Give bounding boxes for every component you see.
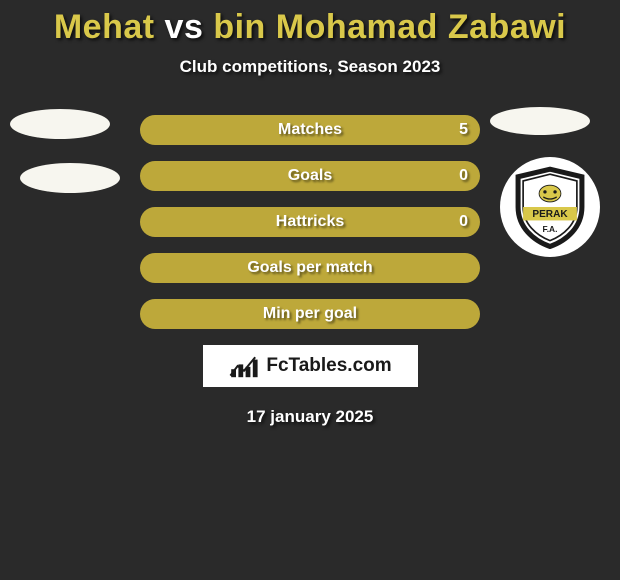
stat-bar: Goals per match [140, 253, 480, 283]
stat-bar: Hattricks 0 [140, 207, 480, 237]
date-text: 17 january 2025 [0, 407, 620, 427]
right-club-crest: PERAK F.A. [500, 157, 600, 257]
stat-bar-label: Matches [278, 121, 342, 139]
left-player-badge-1 [10, 109, 110, 139]
subtitle: Club competitions, Season 2023 [0, 57, 620, 77]
stat-bar-label: Goals per match [247, 259, 372, 277]
stat-bar-label: Goals [288, 167, 332, 185]
player2-name: bin Mohamad Zabawi [213, 8, 566, 46]
stats-area: PERAK F.A. Matches5Goals0Hattricks0Goals… [0, 115, 620, 329]
stat-bar-value-right: 5 [459, 121, 468, 139]
stat-bar: Min per goal [140, 299, 480, 329]
fctables-logo[interactable]: FcTables.com [203, 345, 418, 387]
stat-bar-label: Hattricks [276, 213, 344, 231]
crest-sublabel: F.A. [543, 224, 558, 234]
stat-bar-label: Min per goal [263, 305, 357, 323]
player1-name: Mehat [54, 8, 155, 46]
stat-bars: Matches 5 Goals 0 Hattricks 0 Goals per match M… [140, 115, 480, 329]
stat-bar: Matches 5 [140, 115, 480, 145]
left-player-badge-2 [20, 163, 120, 193]
stat-bar-value-right: 0 [459, 167, 468, 185]
vs-text: vs [155, 8, 214, 46]
stat-bar-value-right: 0 [459, 213, 468, 231]
stat-bar: Goals 0 [140, 161, 480, 191]
right-player-badge [490, 107, 590, 135]
bar-chart-icon [228, 352, 260, 380]
perak-crest-icon: PERAK F.A. [508, 165, 592, 249]
crest-label: PERAK [532, 209, 568, 220]
logo-text: FcTables.com [266, 355, 391, 377]
page-title: Mehat vs bin Mohamad Zabawi [0, 0, 620, 47]
